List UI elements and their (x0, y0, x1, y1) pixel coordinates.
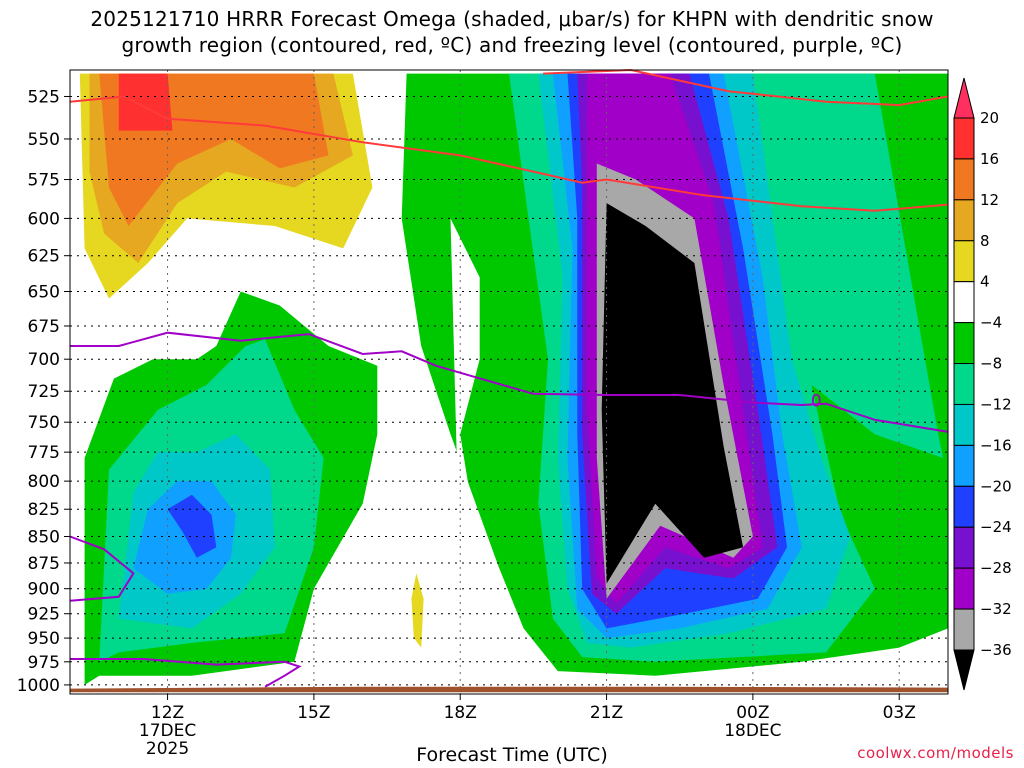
colorbar-label: −24 (980, 518, 1012, 536)
freezing-level-contour (70, 331, 949, 433)
y-tick-label: 650 (28, 283, 60, 303)
colorbar-label: 12 (980, 191, 999, 209)
y-tick-label: 1000 (17, 676, 60, 696)
colorbar-swatch (953, 199, 975, 242)
x-tick-label: 18Z (444, 703, 477, 723)
colorbar-top-triangle (953, 77, 975, 119)
colorbar-label: −8 (980, 355, 1002, 373)
colorbar-label: −32 (980, 600, 1012, 618)
colorbar-bottom-triangle (953, 649, 975, 691)
colorbar-swatch (953, 240, 975, 283)
colorbar-label: −12 (980, 395, 1012, 413)
omega-region-pos16 (118, 73, 173, 131)
y-tick-label: 725 (28, 382, 60, 402)
dgz-contour-upper (543, 68, 949, 107)
y-tick-label: 675 (28, 317, 60, 337)
omega-region-pos4-small (411, 573, 424, 648)
x-tick-sublabel: 18DEC (724, 721, 781, 741)
colorbar-swatch (953, 444, 975, 487)
y-tick-label: 800 (28, 472, 60, 492)
dgz-contour-lower (69, 95, 949, 212)
y-tick-label: 775 (28, 443, 60, 463)
ground-surface (70, 686, 948, 693)
x-tick-label: 12Z (151, 703, 184, 723)
omega-region-neg36-main (601, 203, 744, 584)
colorbar-swatch (953, 363, 975, 405)
colorbar-swatch (953, 281, 975, 324)
freezing-level-label: 0 (811, 391, 822, 411)
y-tick-label: 875 (28, 554, 60, 574)
watermark: coolwx.com/models (857, 744, 1014, 762)
colorbar-swatch (953, 322, 975, 365)
x-tick-label: 21Z (590, 703, 623, 723)
y-tick-label: 850 (28, 527, 60, 547)
y-tick-label: 825 (28, 500, 60, 520)
x-tick-label: 03Z (883, 703, 916, 723)
x-axis-label: Forecast Time (UTC) (416, 744, 608, 766)
freezing-level-contour-surface (70, 658, 302, 688)
colorbar-label: 4 (980, 273, 990, 291)
colorbar-swatch (953, 403, 975, 446)
title-line-2: growth region (contoured, red, ºC) and f… (121, 33, 903, 57)
colorbar-label: −36 (980, 641, 1012, 659)
plot-frame (69, 69, 949, 695)
colorbar-label: −16 (980, 436, 1012, 454)
x-tick-sublabel: 2025 (146, 739, 189, 759)
x-tick-label: 00Z (736, 703, 769, 723)
colorbar-label: 20 (980, 109, 999, 127)
y-tick-label: 575 (28, 171, 60, 191)
colorbar-swatch (953, 567, 975, 610)
y-tick-label: 925 (28, 605, 60, 625)
y-tick-label: 750 (28, 413, 60, 433)
omega-region-neg20 (167, 494, 217, 558)
colorbar-swatch (953, 158, 975, 201)
y-tick-label: 625 (28, 247, 60, 267)
colorbar-label: 16 (980, 150, 999, 168)
y-tick-label: 550 (28, 130, 60, 150)
y-tick-label: 950 (28, 629, 60, 649)
y-tick-label: 900 (28, 580, 60, 600)
colorbar-label: −20 (980, 477, 1012, 495)
y-tick-label: 700 (28, 350, 60, 370)
title-line-1: 2025121710 HRRR Forecast Omega (shaded, … (90, 7, 934, 31)
y-tick-label: 600 (28, 209, 60, 229)
omega-gap-white (450, 218, 480, 589)
freezing-level-contour-lower (69, 535, 135, 602)
colorbar-swatch (953, 485, 975, 528)
y-tick-label: 975 (28, 653, 60, 673)
colorbar-label: 8 (980, 232, 990, 250)
chart-title: 2025121710 HRRR Forecast Omega (shaded, … (0, 6, 1024, 58)
colorbar-swatch (953, 608, 975, 651)
x-tick-label: 15Z (297, 703, 330, 723)
colorbar-label: −28 (980, 559, 1012, 577)
x-tick-sublabel: 17DEC (139, 721, 196, 741)
colorbar-swatch (953, 117, 975, 160)
colorbar-label: −4 (980, 314, 1002, 332)
colorbar-swatch (953, 526, 975, 569)
y-tick-label: 525 (28, 87, 60, 107)
